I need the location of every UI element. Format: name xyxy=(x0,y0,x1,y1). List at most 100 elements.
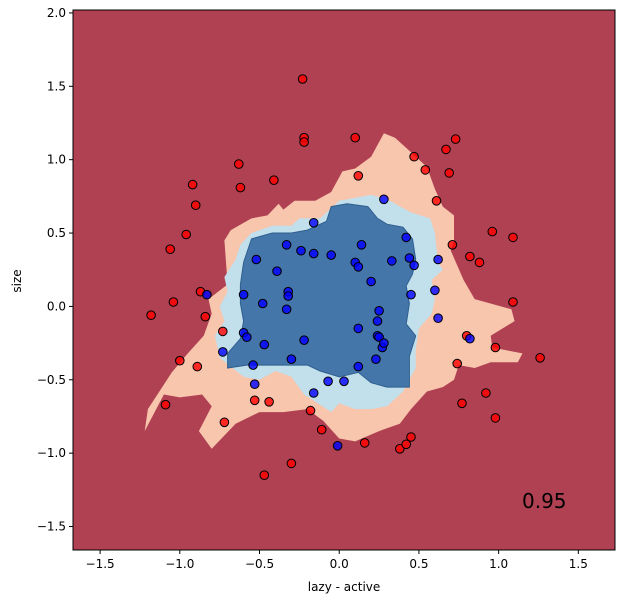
y-axis-ticks: −1.5 −1.0 −0.5 0.0 0.5 1.0 1.5 2.0 xyxy=(37,6,73,534)
red-data-point xyxy=(353,171,364,181)
blue-data-point xyxy=(308,388,319,398)
blue-data-point xyxy=(283,291,294,301)
red-data-point xyxy=(481,388,491,398)
y-tick-label: 1.0 xyxy=(47,153,66,167)
blue-data-point xyxy=(242,332,252,343)
red-data-point xyxy=(218,326,228,337)
blue-data-point xyxy=(259,339,270,350)
red-data-point xyxy=(146,310,156,321)
blue-data-point xyxy=(238,289,249,300)
red-data-point xyxy=(190,200,201,210)
red-data-point xyxy=(465,251,475,262)
red-data-point xyxy=(286,458,297,469)
x-tick-label: −1.0 xyxy=(165,557,194,571)
red-data-point xyxy=(359,438,370,448)
blue-data-point xyxy=(379,338,389,348)
red-data-point xyxy=(490,342,501,353)
decision-regions xyxy=(144,133,523,449)
blue-data-point xyxy=(353,323,364,334)
blue-data-point xyxy=(281,304,292,315)
x-axis-label: lazy - active xyxy=(308,580,381,594)
blue-data-point xyxy=(372,316,383,326)
y-tick-label: 1.5 xyxy=(47,79,66,93)
y-tick-label: 2.0 xyxy=(47,6,66,20)
blue-data-point xyxy=(366,276,376,287)
x-axis-ticks: −1.5 −1.0 −0.5 0.0 0.5 1.0 1.5 xyxy=(86,550,588,571)
red-data-point xyxy=(441,144,451,155)
red-data-point xyxy=(447,240,458,250)
red-data-point xyxy=(452,358,463,369)
red-data-point xyxy=(474,257,485,268)
blue-data-point xyxy=(433,313,443,324)
red-data-point xyxy=(487,226,498,237)
red-data-point xyxy=(395,444,405,454)
blue-data-point xyxy=(299,335,309,346)
red-data-point xyxy=(431,196,442,206)
x-tick-label: 0.0 xyxy=(330,557,349,571)
blue-data-point xyxy=(308,248,319,259)
y-axis-label: size xyxy=(10,269,24,292)
y-tick-label: 0.0 xyxy=(47,299,66,313)
red-data-point xyxy=(409,151,419,162)
blue-data-point xyxy=(387,256,397,266)
blue-data-point xyxy=(374,306,384,316)
red-data-point xyxy=(192,361,203,372)
blue-data-point xyxy=(404,253,415,263)
score-annotation: 0.95 xyxy=(522,489,567,513)
y-tick-label: 0.5 xyxy=(47,226,66,240)
x-tick-label: −0.5 xyxy=(245,557,274,571)
red-data-point xyxy=(444,168,455,178)
red-data-point xyxy=(235,182,246,193)
x-tick-label: 1.0 xyxy=(489,557,508,571)
blue-data-point xyxy=(401,232,412,243)
red-data-point xyxy=(297,74,308,84)
red-data-point xyxy=(350,132,361,143)
blue-data-point xyxy=(371,354,381,365)
red-data-point xyxy=(450,134,461,144)
red-data-point xyxy=(269,175,279,185)
y-tick-label: −1.0 xyxy=(37,446,66,460)
red-data-point xyxy=(406,432,416,442)
blue-data-point xyxy=(433,254,443,265)
blue-data-point xyxy=(249,379,260,390)
blue-data-point xyxy=(339,376,349,387)
blue-data-point xyxy=(248,360,258,370)
red-data-point xyxy=(316,424,327,435)
blue-data-point xyxy=(332,441,343,451)
red-data-point xyxy=(249,395,260,406)
blue-data-point xyxy=(202,289,212,300)
blue-data-point xyxy=(430,285,440,296)
blue-data-point xyxy=(353,262,364,272)
blue-data-point xyxy=(296,245,306,256)
red-data-point xyxy=(219,417,230,428)
red-data-point xyxy=(490,413,501,423)
blue-data-point xyxy=(409,260,419,271)
red-data-point xyxy=(181,229,191,240)
region-core xyxy=(227,203,417,388)
red-data-point xyxy=(259,470,270,481)
blue-data-point xyxy=(323,376,333,387)
blue-data-point xyxy=(465,333,475,344)
red-data-point xyxy=(508,232,518,243)
blue-data-point xyxy=(272,266,282,277)
blue-data-point xyxy=(353,361,364,372)
blue-data-point xyxy=(257,298,268,309)
red-data-point xyxy=(175,355,185,366)
red-data-point xyxy=(305,405,316,416)
x-tick-label: 0.5 xyxy=(409,557,428,571)
blue-data-point xyxy=(251,254,262,265)
y-tick-label: −1.5 xyxy=(37,520,66,534)
x-tick-label: −1.5 xyxy=(86,557,115,571)
red-data-point xyxy=(187,179,198,190)
red-data-point xyxy=(264,397,274,407)
red-data-point xyxy=(401,439,412,450)
red-data-point xyxy=(299,137,309,147)
red-data-point xyxy=(165,244,175,254)
red-data-point xyxy=(457,398,467,409)
blue-data-point xyxy=(281,240,292,250)
blue-data-point xyxy=(308,218,319,228)
red-data-point xyxy=(168,297,179,307)
x-tick-label: 1.5 xyxy=(569,557,588,571)
y-tick-label: −0.5 xyxy=(37,373,66,387)
red-data-point xyxy=(160,399,171,410)
